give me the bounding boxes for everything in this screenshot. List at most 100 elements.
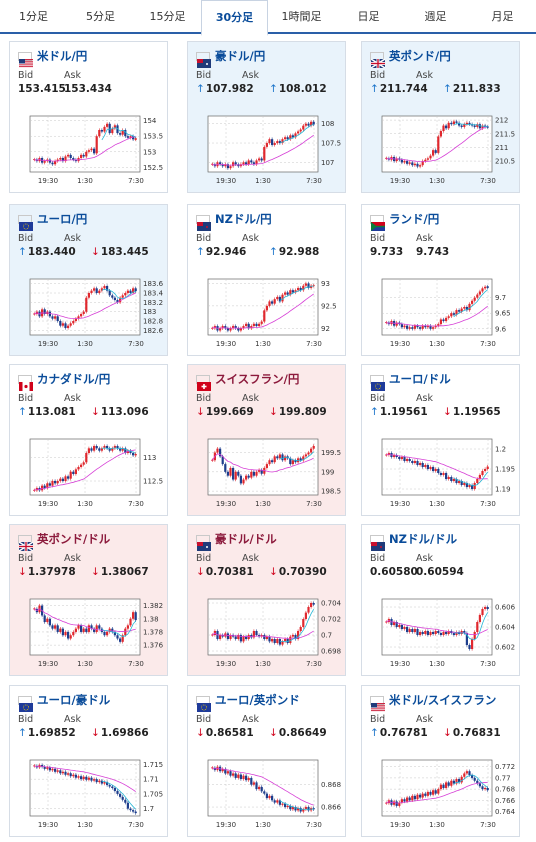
tab-5[interactable]: 日足	[357, 10, 380, 23]
pair-header[interactable]: NZドル/ドル	[370, 532, 458, 551]
pair-name[interactable]: NZドル/ドル	[389, 532, 458, 546]
tab-1[interactable]: 5分足	[86, 10, 115, 23]
bid-label: Bid	[18, 393, 34, 404]
x-tick-label: 19:30	[216, 500, 236, 508]
tab-3[interactable]: 30分足	[201, 0, 268, 36]
tab-0[interactable]: 1分足	[19, 10, 48, 23]
rate-card[interactable]: 米ドル/円 Bid Ask 153.415 153.434 154 153.5 153 152.…	[9, 41, 168, 193]
candlestick-chart[interactable]: 154 153.5 153 152.5 19:30 1:30 7:30	[14, 108, 165, 190]
rate-card[interactable]: NZドル/ドル Bid Ask 0.60580 0.60594 0.606 0.604 0.6…	[361, 524, 520, 676]
candle-body	[484, 469, 487, 471]
rate-card[interactable]: 米ドル/スイスフラン Bid Ask ↑0.76781 ↓0.76831 0.772 0.7…	[361, 685, 520, 837]
rate-card[interactable]: NZドル/円 Bid Ask ↑92.946 ↑92.988 93 92.5 92 19:30 1…	[187, 204, 346, 356]
candle-body	[54, 625, 57, 629]
candlestick-chart[interactable]: 1.382 1.38 1.378 1.376 19:30 1:30 7:30	[14, 591, 165, 673]
candle-body	[111, 448, 114, 451]
rate-card[interactable]: 英ポンド/ドル Bid Ask ↓1.37978 ↓1.38067 1.382 1.38 1.…	[9, 524, 168, 676]
pair-header[interactable]: ランド/円	[370, 212, 440, 231]
candlestick-chart[interactable]: 0.868 0.866 19:30 1:30 7:30	[192, 752, 343, 834]
pair-name[interactable]: 英ポンド/円	[389, 49, 451, 63]
rate-card[interactable]: ユーロ/英ポンド Bid Ask ↓0.86581 ↓0.86649 0.868 0.866…	[187, 685, 346, 837]
candlestick-chart[interactable]: 1.2 1.195 1.19 19:30 1:30 7:30	[366, 431, 517, 513]
pair-name[interactable]: カナダドル/円	[37, 372, 111, 386]
rate-card[interactable]: ユーロ/ドル Bid Ask ↑1.19561 ↓1.19565 1.2 1.195 1.19…	[361, 364, 520, 516]
candle-body	[106, 446, 109, 449]
moving-average-fast	[101, 127, 136, 141]
pair-name[interactable]: 米ドル/スイスフラン	[389, 693, 497, 707]
candle-body	[54, 316, 57, 319]
candlestick-chart[interactable]: 93 92.5 92 19:30 1:30 7:30	[192, 271, 343, 353]
pair-header[interactable]: 豪ドル/円	[196, 49, 266, 68]
candlestick-chart[interactable]: 0.704 0.702 0.7 0.698 19:30 1:30 7:30	[192, 591, 343, 673]
pair-name[interactable]: ユーロ/ドル	[389, 372, 451, 386]
pair-name[interactable]: ユーロ/円	[37, 212, 88, 226]
pair-header[interactable]: ユーロ/円	[18, 212, 88, 231]
candlestick-chart[interactable]: 113 112.5 19:30 1:30 7:30	[14, 431, 165, 513]
pair-header[interactable]: ユーロ/ドル	[370, 372, 451, 391]
candle-body	[59, 628, 62, 632]
rate-card[interactable]: ユーロ/豪ドル Bid Ask ↑1.69852 ↓1.69866 1.715 1.71 1.…	[9, 685, 168, 837]
pair-header[interactable]: ユーロ/豪ドル	[18, 693, 111, 712]
pair-header[interactable]: 米ドル/円	[18, 49, 88, 67]
pair-name[interactable]: 米ドル/円	[37, 49, 88, 63]
candle-body	[419, 165, 422, 167]
y-tick-label: 0.768	[495, 786, 515, 794]
pair-name[interactable]: ランド/円	[389, 212, 440, 226]
pair-header[interactable]: カナダドル/円	[18, 372, 111, 391]
tab-2[interactable]: 15分足	[149, 10, 186, 23]
pair-header[interactable]: 豪ドル/ドル	[196, 532, 277, 551]
ask-value: ↑92.988	[269, 246, 319, 258]
rate-card[interactable]: 英ポンド/円 Bid Ask ↑211.744 ↑211.833 212 211.5 211 2…	[361, 41, 520, 193]
candlestick-chart[interactable]: 199.5 199 198.5 19:30 1:30 7:30	[192, 431, 343, 513]
pair-header[interactable]: 英ポンド/円	[370, 49, 451, 69]
pair-header[interactable]: スイスフラン/円	[196, 372, 300, 391]
tab-6[interactable]: 週足	[424, 10, 447, 23]
tab-4[interactable]: 1時間足	[281, 10, 322, 23]
rate-card[interactable]: ランド/円 Bid Ask 9.733 9.743 9.7 9.65 9.6 19:30 1:30…	[361, 204, 520, 356]
pair-header[interactable]: 米ドル/スイスフラン	[370, 693, 497, 711]
candlestick-chart[interactable]: 212 211.5 211 210.5 19:30 1:30 7:30	[366, 108, 517, 190]
pair-name[interactable]: 豪ドル/ドル	[215, 532, 277, 546]
y-tick-label: 1.38	[143, 615, 159, 623]
pair-name[interactable]: NZドル/円	[215, 212, 272, 226]
candle-body	[291, 135, 294, 138]
pair-name[interactable]: ユーロ/豪ドル	[37, 693, 111, 707]
candlestick-chart[interactable]: 9.7 9.65 9.6 19:30 1:30 7:30	[366, 271, 517, 353]
candle-body	[304, 454, 307, 457]
candle-body	[121, 130, 124, 135]
x-tick-label: 7:30	[480, 500, 496, 508]
pair-name[interactable]: 英ポンド/ドル	[37, 532, 111, 546]
candle-body	[98, 290, 101, 293]
candlestick-chart[interactable]: 1.715 1.71 1.705 1.7 19:30 1:30 7:30	[14, 752, 165, 834]
candle-body	[64, 323, 67, 328]
pair-name[interactable]: ユーロ/英ポンド	[215, 693, 300, 707]
ch-flag-icon	[196, 374, 211, 391]
rate-card[interactable]: 豪ドル/円 Bid Ask ↑107.982 ↑108.012 108 107.5 107 19…	[187, 41, 346, 193]
candle-body	[250, 471, 253, 478]
pair-header[interactable]: 英ポンド/ドル	[18, 532, 111, 552]
candle-body	[103, 631, 106, 636]
rate-card[interactable]: 豪ドル/ドル Bid Ask ↓0.70381 ↓0.70390 0.704 0.702 0.…	[187, 524, 346, 676]
candle-body	[437, 789, 440, 794]
candle-body	[80, 776, 83, 780]
pair-name[interactable]: 豪ドル/円	[215, 49, 266, 63]
pair-name[interactable]: スイスフラン/円	[215, 372, 300, 386]
candle-body	[234, 636, 237, 639]
candle-body	[289, 636, 292, 643]
candlestick-chart[interactable]: 0.606 0.604 0.602 19:30 1:30 7:30	[366, 591, 517, 673]
pair-header[interactable]: NZドル/円	[196, 212, 272, 231]
candle-body	[408, 459, 411, 461]
rate-card[interactable]: ユーロ/円 Bid Ask ↑183.440 ↓183.445 183.6 183.4 183…	[9, 204, 168, 356]
tab-7[interactable]: 月足	[491, 10, 514, 23]
candle-body	[450, 122, 453, 125]
y-tick-label: 9.7	[495, 294, 506, 302]
candle-body	[129, 136, 132, 138]
rate-card[interactable]: カナダドル/円 Bid Ask ↑113.081 ↓113.096 113 112.5 19:…	[9, 364, 168, 516]
candlestick-chart[interactable]: 108 107.5 107 19:30 1:30 7:30	[192, 108, 343, 190]
pair-header[interactable]: ユーロ/英ポンド	[196, 693, 300, 712]
candlestick-chart[interactable]: 0.772 0.77 0.768 0.766 0.764 19:30 1:30 7:30	[366, 752, 517, 834]
bid-value: ↑211.744	[370, 83, 428, 95]
bid-value: ↑113.081	[18, 406, 76, 418]
rate-card[interactable]: スイスフラン/円 Bid Ask ↓199.669 ↓199.809 199.5 199 19…	[187, 364, 346, 516]
